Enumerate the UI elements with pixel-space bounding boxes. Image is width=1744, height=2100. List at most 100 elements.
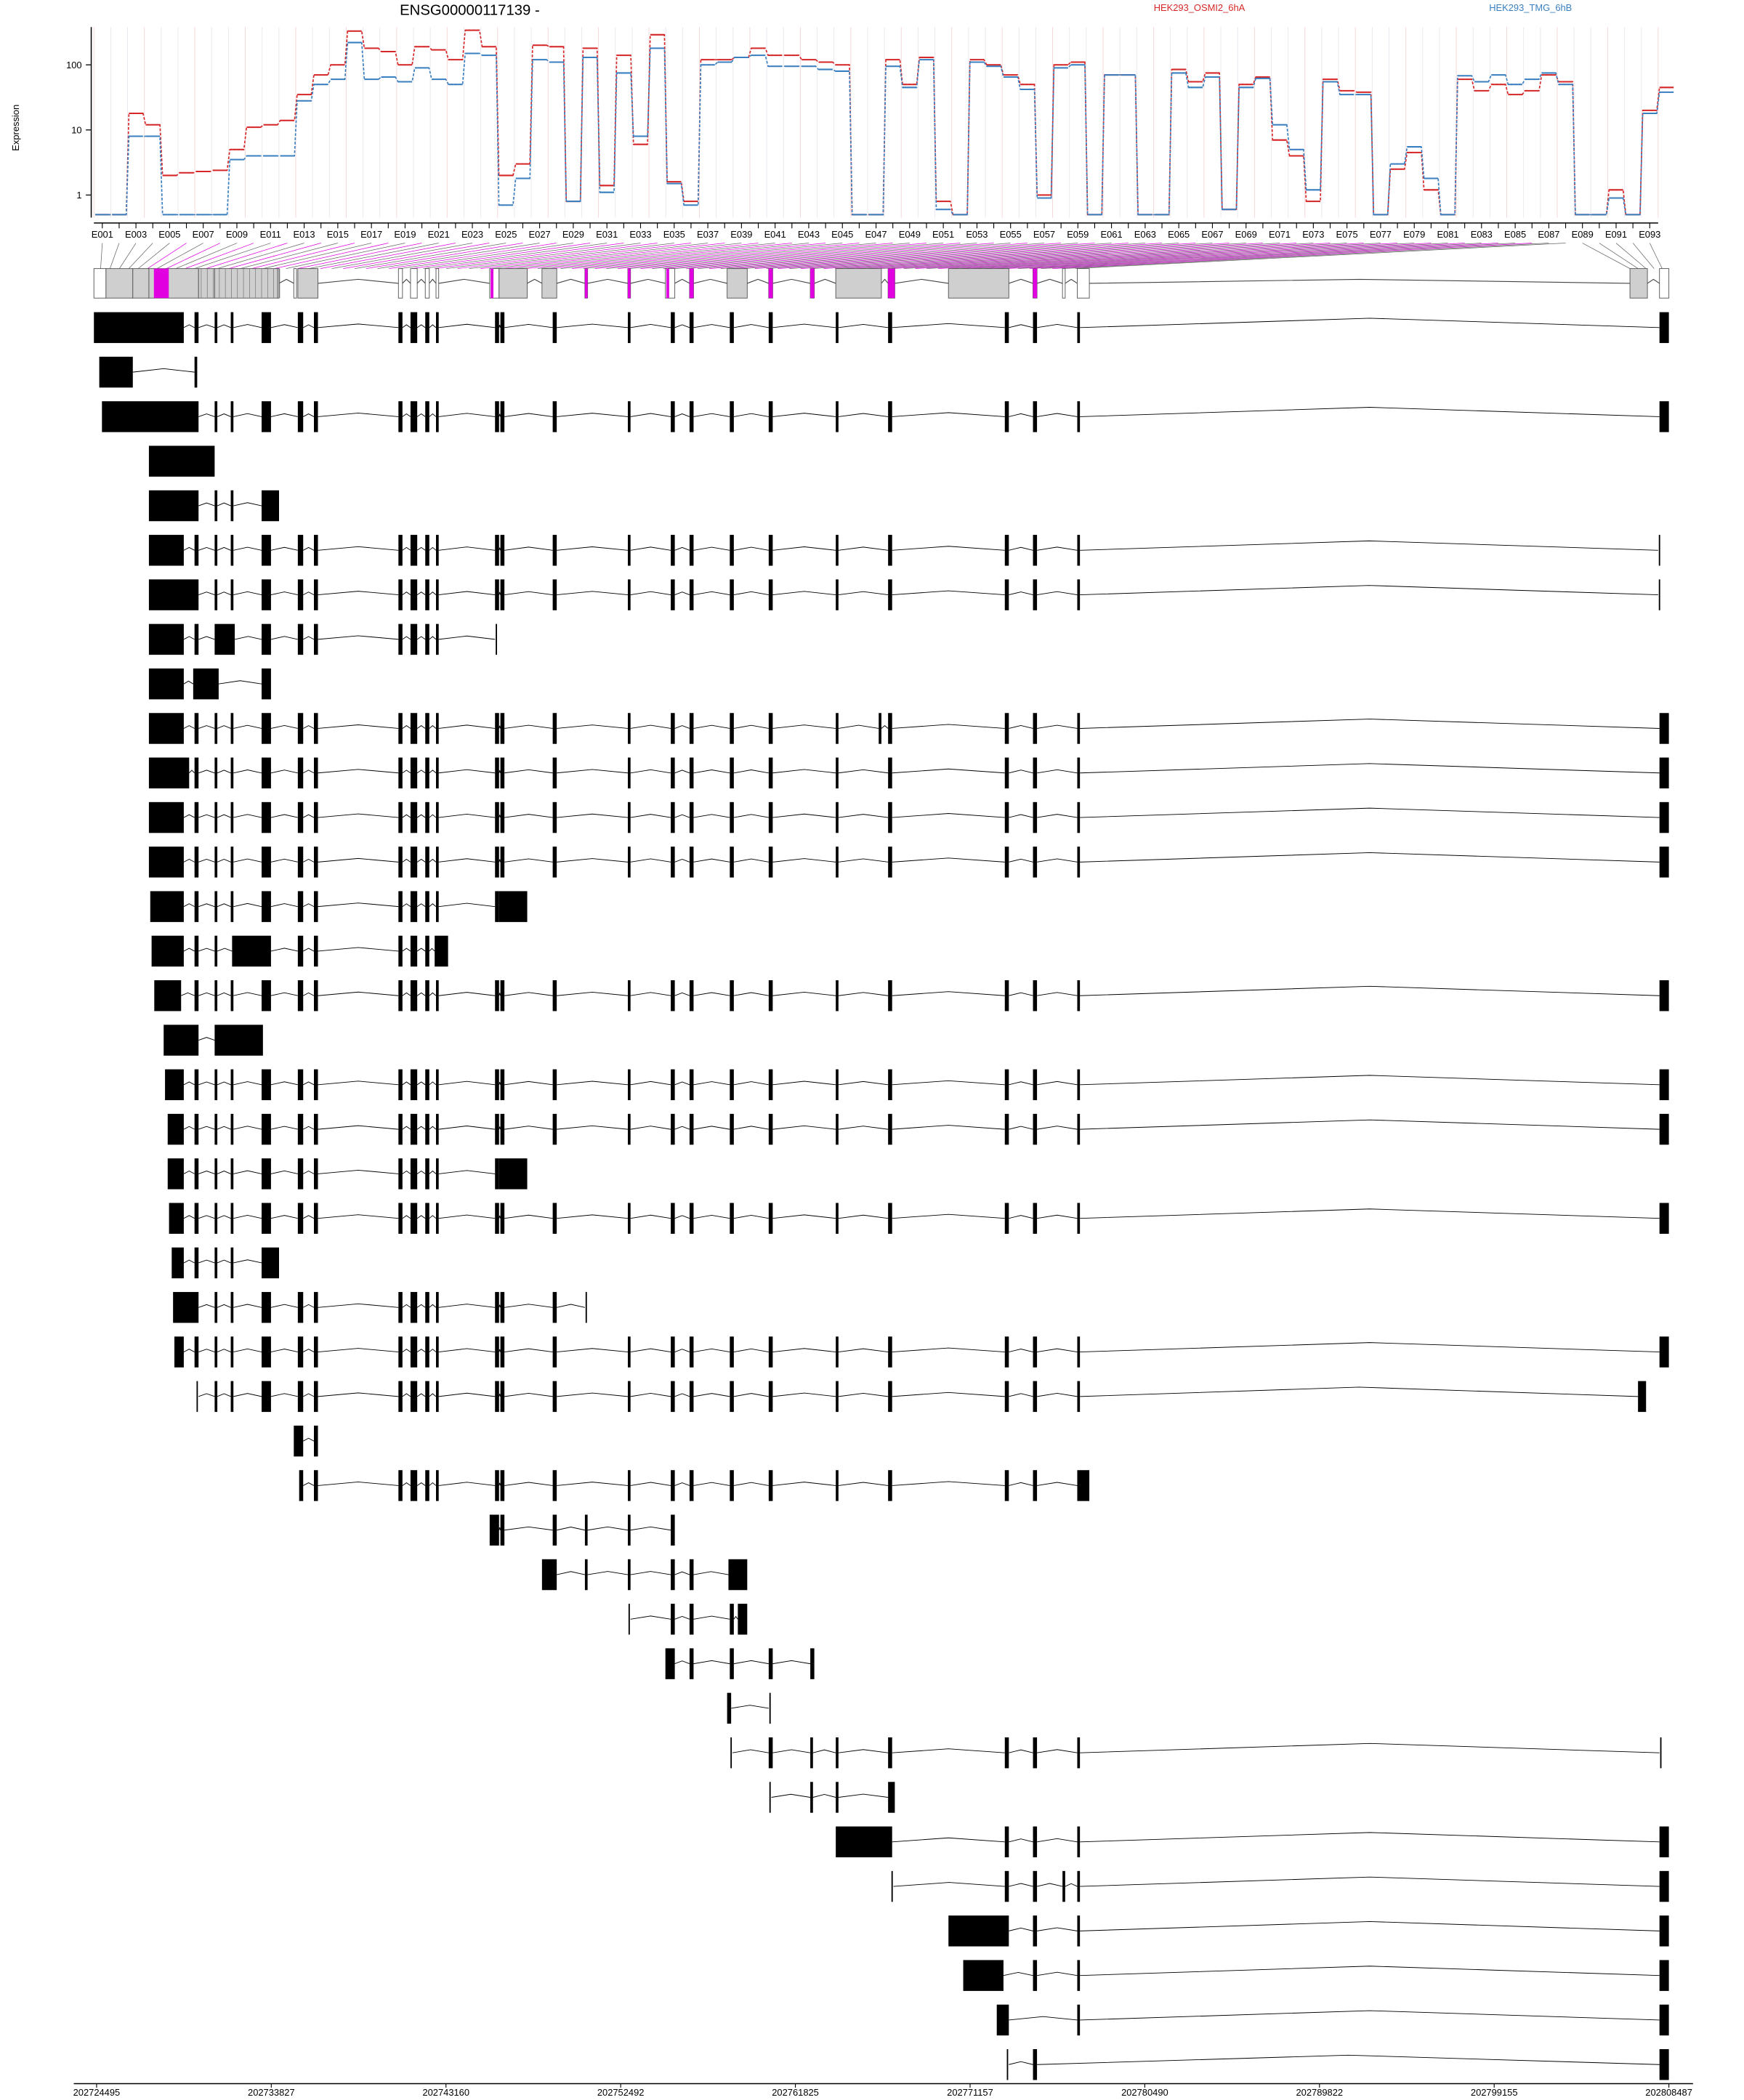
- intron-line: [198, 1081, 215, 1086]
- intron-line: [402, 814, 411, 818]
- intron-line: [402, 992, 411, 996]
- exon-block: [230, 1292, 234, 1323]
- intron-line: [318, 991, 399, 996]
- exon-block: [1004, 1203, 1009, 1234]
- exon-block: [1033, 1203, 1038, 1234]
- intron-line: [318, 1481, 399, 1486]
- exon-block: [148, 713, 184, 744]
- exon-block: [425, 401, 429, 432]
- intron-line: [183, 858, 195, 863]
- intron-line: [303, 1437, 315, 1442]
- intron-line: [772, 1392, 836, 1397]
- transcript-row: [665, 1648, 815, 1679]
- exon-block: [498, 1158, 528, 1190]
- transcript-row: [196, 1381, 1647, 1413]
- intron-line: [892, 991, 1005, 996]
- exon-block: [214, 1336, 218, 1368]
- intron-line: [674, 324, 690, 328]
- exon-block: [194, 1069, 199, 1101]
- intron-line: [183, 1259, 195, 1264]
- exon-block: [888, 1782, 895, 1813]
- intron-line: [557, 1571, 586, 1575]
- exon-block: [768, 1336, 773, 1368]
- exon-block: [214, 1381, 218, 1413]
- exon-block: [436, 1069, 439, 1101]
- intron-line: [1009, 278, 1033, 284]
- intron-line: [198, 1259, 215, 1264]
- intron-line: [1089, 278, 1631, 284]
- exon-block: [410, 623, 418, 655]
- exon-bin: [410, 268, 418, 299]
- intron-line: [557, 1482, 629, 1486]
- exon-block: [425, 1069, 429, 1101]
- exon-block: [768, 1648, 773, 1679]
- exon-block: [888, 1113, 892, 1145]
- intron-line: [217, 324, 231, 328]
- intron-line: [838, 546, 889, 551]
- exon-block: [689, 801, 694, 833]
- intron-line: [630, 323, 671, 328]
- intron-line: [303, 324, 315, 328]
- intron-line: [557, 1348, 629, 1353]
- intron-line: [892, 546, 1005, 551]
- intron-line: [733, 1348, 769, 1353]
- exon-block: [1033, 1113, 1038, 1145]
- exon-block: [730, 535, 734, 566]
- exon-block: [888, 801, 892, 833]
- exon-block: [996, 2004, 1009, 2036]
- exon-block: [314, 1203, 318, 1234]
- connector-line: [881, 243, 1280, 269]
- exon-block: [167, 1113, 184, 1145]
- exon-block: [214, 579, 218, 610]
- transcript-row: [171, 1247, 279, 1279]
- exon-block: [294, 1425, 304, 1457]
- intron-line: [557, 278, 586, 284]
- exon-block: [1659, 801, 1669, 833]
- intron-line: [233, 724, 262, 729]
- intron-line: [1080, 1119, 1660, 1130]
- x-tick-label: E063: [1134, 229, 1156, 240]
- exon-block: [730, 1604, 734, 1635]
- intron-line: [217, 1259, 231, 1264]
- exon-block: [836, 1826, 892, 1858]
- connector-line: [228, 243, 321, 269]
- intron-line: [429, 413, 437, 417]
- intron-line: [198, 591, 215, 596]
- intron-line: [674, 725, 690, 729]
- intron-line: [733, 992, 769, 996]
- intron-line: [498, 1082, 501, 1085]
- exon-block: [1004, 401, 1009, 432]
- exon-block: [436, 1292, 439, 1323]
- intron-line: [217, 1081, 231, 1086]
- exon-block: [671, 1069, 675, 1101]
- exon-block: [888, 1470, 892, 1501]
- intron-line: [1009, 2061, 1033, 2065]
- intron-line: [429, 1126, 437, 1130]
- exon-block: [262, 623, 271, 655]
- exon-block: [297, 1069, 304, 1101]
- exon-block: [194, 801, 199, 833]
- intron-line: [318, 724, 399, 729]
- connector-line: [915, 243, 1331, 269]
- intron-line: [838, 1392, 889, 1397]
- genomic-tick-label: 202752492: [597, 2087, 645, 2098]
- exon-block: [1659, 312, 1669, 344]
- exon-block: [314, 579, 318, 610]
- exon-block: [500, 1069, 505, 1101]
- exon-block: [1033, 1381, 1038, 1413]
- exon-block: [584, 1559, 588, 1591]
- exon-block: [1033, 579, 1038, 610]
- exon-block: [314, 980, 318, 1011]
- intron-line: [557, 813, 629, 818]
- intron-line: [188, 770, 195, 774]
- exon-block: [552, 1069, 557, 1101]
- exon-block: [194, 312, 199, 344]
- exon-block: [628, 1559, 631, 1591]
- exon-block: [689, 713, 694, 744]
- connector-line: [274, 243, 389, 269]
- connector-line: [217, 243, 304, 269]
- intron-line: [674, 770, 690, 774]
- intron-line: [674, 858, 690, 863]
- intron-line: [557, 769, 629, 774]
- intron-line: [1080, 852, 1660, 863]
